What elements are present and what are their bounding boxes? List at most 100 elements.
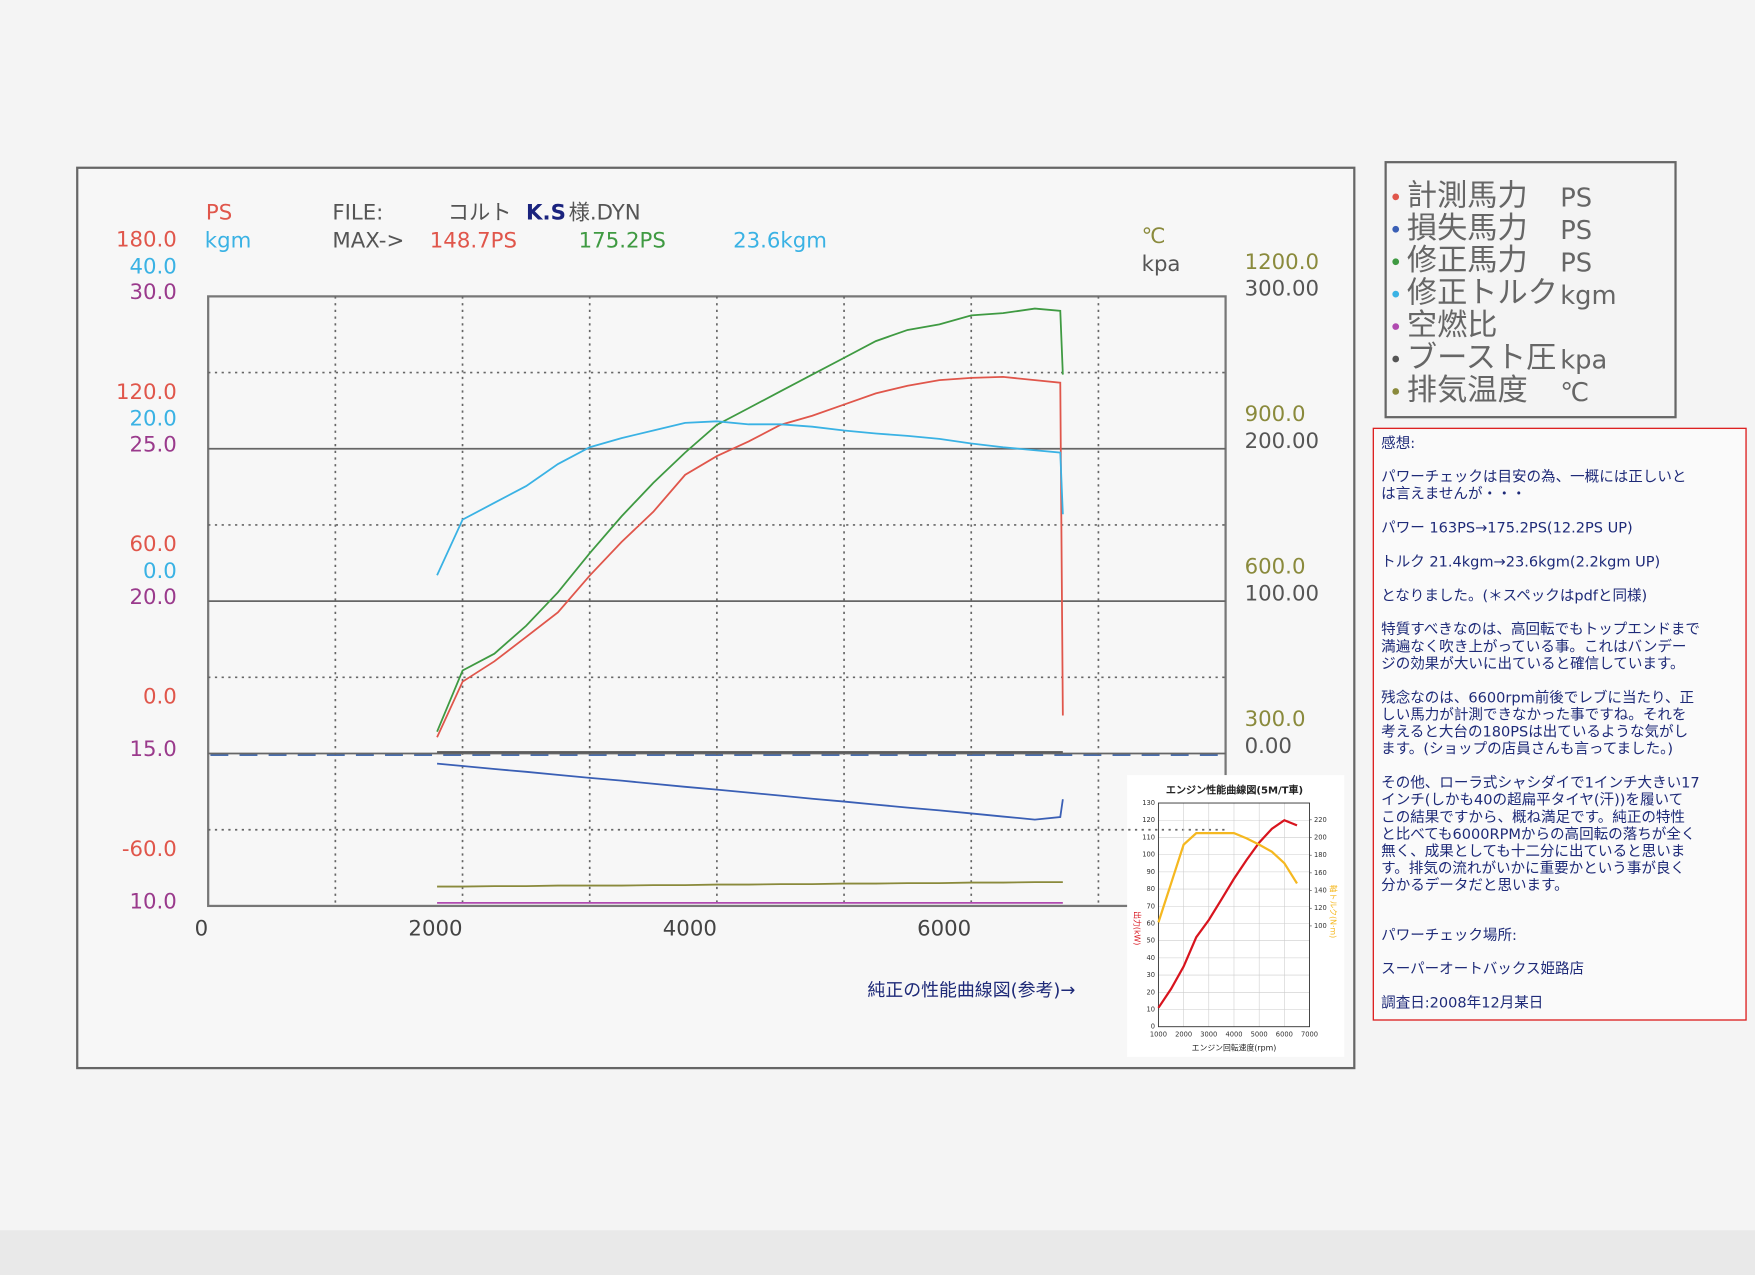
x-axis-label: エンジン回転速度(rpm) [1192, 1042, 1277, 1052]
file-name: K.S [526, 201, 566, 226]
x-tick-label: 2000 [1175, 1031, 1192, 1039]
notes-line: 無く、成果としても十二分に出ていると思いま [1381, 843, 1685, 860]
x-tick-label: 7000 [1301, 1031, 1318, 1039]
y-tick-label: 120.0 [116, 380, 177, 405]
y-axis-label: 出力(kW) [1133, 911, 1143, 945]
notes-line: ます。(ショップの店員さんも言ってました。) [1381, 741, 1673, 758]
y-tick-label: 30 [1147, 971, 1156, 979]
y-tick-label: 600.0 [1245, 555, 1306, 580]
legend-label: 修正馬力 [1407, 243, 1528, 278]
notes-line: この結果ですから、概ね満足です。純正の特性 [1381, 809, 1685, 826]
max-label: MAX-> [332, 229, 404, 254]
x-tick-label: 5000 [1251, 1031, 1268, 1039]
legend-dot [1392, 258, 1400, 266]
caption: 純正の性能曲線図(参考)→ [867, 980, 1075, 1001]
y-tick-label: 20 [1147, 988, 1156, 996]
y-tick-label: 10 [1147, 1006, 1156, 1014]
y-tick-label: 60 [1147, 919, 1156, 927]
notes-line: 考えると大台の180PSは出ているような気がし [1381, 724, 1688, 741]
x-tick-label: 6000 [917, 916, 971, 941]
notes-line: 特質すべきなのは、高回転でもトップエンドまで [1381, 620, 1700, 638]
y-tick-label: 200.00 [1245, 429, 1319, 454]
inset-panel [1127, 775, 1345, 1057]
x-tick-label: 6000 [1276, 1031, 1293, 1039]
y2-tick-label: 160 [1314, 869, 1327, 877]
notes-line: パワーチェックは目安の為、一概には正しいと [1381, 469, 1686, 486]
x-tick-label: 4000 [663, 916, 717, 941]
y-tick-label: 110 [1142, 833, 1155, 841]
notes-title: 感想: [1381, 435, 1415, 452]
notes-line: 満遍なく吹き上がっている事。これはバンデー [1381, 637, 1686, 655]
notes-line: しい馬力が計測できなかった事ですね。それを [1381, 706, 1686, 723]
notes-line: トルク 21.4kgm→23.6kgm(2.2kgm UP) [1381, 553, 1660, 570]
y-tick-label: 900.0 [1245, 402, 1306, 427]
legend-unit: PS [1560, 248, 1592, 278]
x-tick-label: 2000 [408, 916, 462, 941]
legend-label: 修正トルク [1407, 276, 1558, 311]
legend-box [1384, 161, 1677, 419]
notes-line: パワーチェック場所: [1381, 927, 1517, 944]
y-tick-label: 0.0 [143, 685, 177, 710]
axis-unit: ℃ [1142, 224, 1166, 249]
y2-tick-label: 100 [1314, 922, 1327, 930]
notes-line: ジの効果が大いに出ていると確信しています。 [1381, 655, 1684, 672]
legend-label: 排気温度 [1407, 373, 1528, 408]
file-name: 様.DYN [569, 201, 641, 226]
legend-dot [1392, 290, 1400, 298]
y-tick-label: 100 [1142, 851, 1155, 859]
legend-dot [1392, 225, 1400, 233]
notes-line: となりました。(＊スペックはpdfと同様) [1381, 587, 1647, 604]
legend-label: ブースト圧 [1407, 341, 1556, 376]
y-tick-label: 80 [1147, 885, 1156, 893]
y-tick-label: 120 [1142, 816, 1155, 824]
y-tick-label: 100.00 [1245, 581, 1319, 606]
legend-unit: kgm [1560, 281, 1616, 311]
legend-dot [1392, 355, 1400, 363]
x-tick-label: 4000 [1225, 1031, 1242, 1039]
axis-unit: PS [206, 201, 232, 226]
notes-line: パワー 163PS→175.2PS(12.2PS UP) [1381, 520, 1633, 537]
legend-unit: PS [1560, 184, 1592, 214]
y2-axis-label: 軸トルク(N·m) [1329, 885, 1339, 938]
series-line [436, 420, 1064, 576]
x-tick-label: 0 [195, 916, 209, 941]
y-tick-label: 1200.0 [1245, 250, 1319, 275]
legend-label: 計測馬力 [1407, 178, 1528, 213]
legend-dot [1392, 388, 1400, 395]
y-tick-label: 20.0 [129, 407, 176, 432]
legend-label: 空燃比 [1407, 308, 1498, 343]
legend-dot [1392, 323, 1400, 330]
y-tick-label: 300.00 [1245, 277, 1319, 302]
y-tick-label: -60.0 [122, 837, 177, 862]
notes-line: 残念なのは、6600rpm前後でレブに当たり、正 [1381, 688, 1694, 706]
x-tick-label: 1000 [1150, 1031, 1167, 1039]
legend-unit: PS [1560, 216, 1592, 246]
file-name: コルト [448, 201, 512, 226]
y-tick-label: 30.0 [129, 280, 176, 305]
y-tick-label: 10.0 [129, 890, 176, 915]
notes-box [1372, 427, 1747, 1021]
max-value: 175.2PS [579, 229, 666, 254]
scan-edge [0, 1230, 1755, 1275]
series-line [437, 881, 1063, 888]
notes-line: インチ(しかも40の超扁平タイヤ(汗))を履いて [1381, 792, 1683, 809]
y-tick-label: 180.0 [116, 227, 177, 252]
y2-tick-label: 220 [1314, 816, 1327, 824]
legend-unit: kpa [1560, 346, 1607, 376]
y-tick-label: 15.0 [129, 737, 176, 762]
series-line [1157, 818, 1298, 1009]
y-tick-label: 20.0 [129, 585, 176, 610]
legend-dot [1392, 193, 1400, 201]
notes-line: その他、ローラ式シャシダイで1インチ大きい17 [1381, 775, 1699, 792]
y2-tick-label: 200 [1314, 834, 1327, 842]
y2-tick-label: 140 [1314, 887, 1327, 895]
y2-tick-label: 180 [1314, 851, 1327, 859]
file-label: FILE: [332, 201, 383, 226]
axis-unit: kpa [1142, 252, 1181, 277]
notes-line: と比べても6000RPMからの高回転の落ちが全く [1381, 825, 1695, 843]
y-tick-label: 130 [1142, 799, 1155, 807]
max-value: 148.7PS [430, 229, 517, 254]
axis-unit: kgm [205, 229, 252, 254]
y-tick-label: 25.0 [129, 432, 176, 457]
